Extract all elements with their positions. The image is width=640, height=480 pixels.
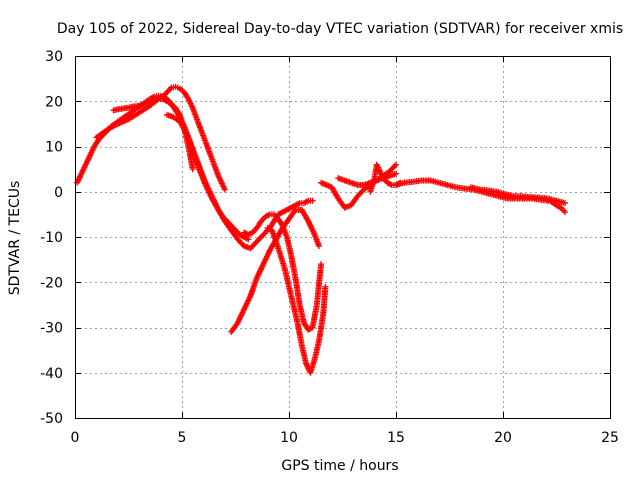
series-track-7	[264, 224, 329, 376]
data-point	[322, 283, 329, 290]
data-point	[393, 161, 399, 168]
x-tick-label: 25	[601, 430, 619, 446]
series-track-12	[467, 184, 569, 207]
y-tick-label: 20	[45, 94, 63, 110]
series-track-6	[228, 206, 322, 336]
y-tick-label: -20	[40, 275, 63, 291]
series-track-10	[367, 161, 404, 195]
x-tick-label: 5	[178, 430, 187, 446]
y-tick-label: 10	[45, 140, 63, 156]
chart-title: Day 105 of 2022, Sidereal Day-to-day VTE…	[57, 21, 623, 37]
data-point	[393, 170, 399, 177]
x-tick-label: 10	[280, 430, 298, 446]
data-point	[562, 209, 569, 216]
series-track-5	[241, 211, 325, 333]
y-tick-label: -30	[40, 321, 63, 337]
x-tick-label: 0	[71, 430, 80, 446]
tick-layer: 0 5 10 15 20 25 -50 -40 -30 -20 -10 0 10 20 30	[40, 49, 619, 446]
data-point	[189, 166, 196, 173]
data-layer	[74, 83, 569, 376]
data-point	[309, 197, 316, 204]
data-point	[318, 261, 325, 268]
y-tick-label: -40	[40, 366, 63, 382]
x-tick-label: 15	[387, 430, 405, 446]
x-axis-label: GPS time / hours	[281, 458, 398, 474]
data-point	[315, 243, 322, 250]
y-tick-label: -10	[40, 230, 63, 246]
y-tick-label: 30	[45, 49, 63, 65]
series-track-2	[93, 83, 228, 193]
x-tick-label: 20	[494, 430, 512, 446]
series-track-4	[164, 111, 316, 252]
y-tick-label: 0	[54, 185, 63, 201]
series-track-11	[393, 177, 569, 216]
data-point	[221, 186, 228, 193]
grid-layer	[75, 56, 610, 418]
data-point	[562, 200, 569, 207]
y-tick-label: -50	[40, 411, 63, 427]
y-axis-label: SDTVAR / TECUs	[7, 181, 23, 296]
